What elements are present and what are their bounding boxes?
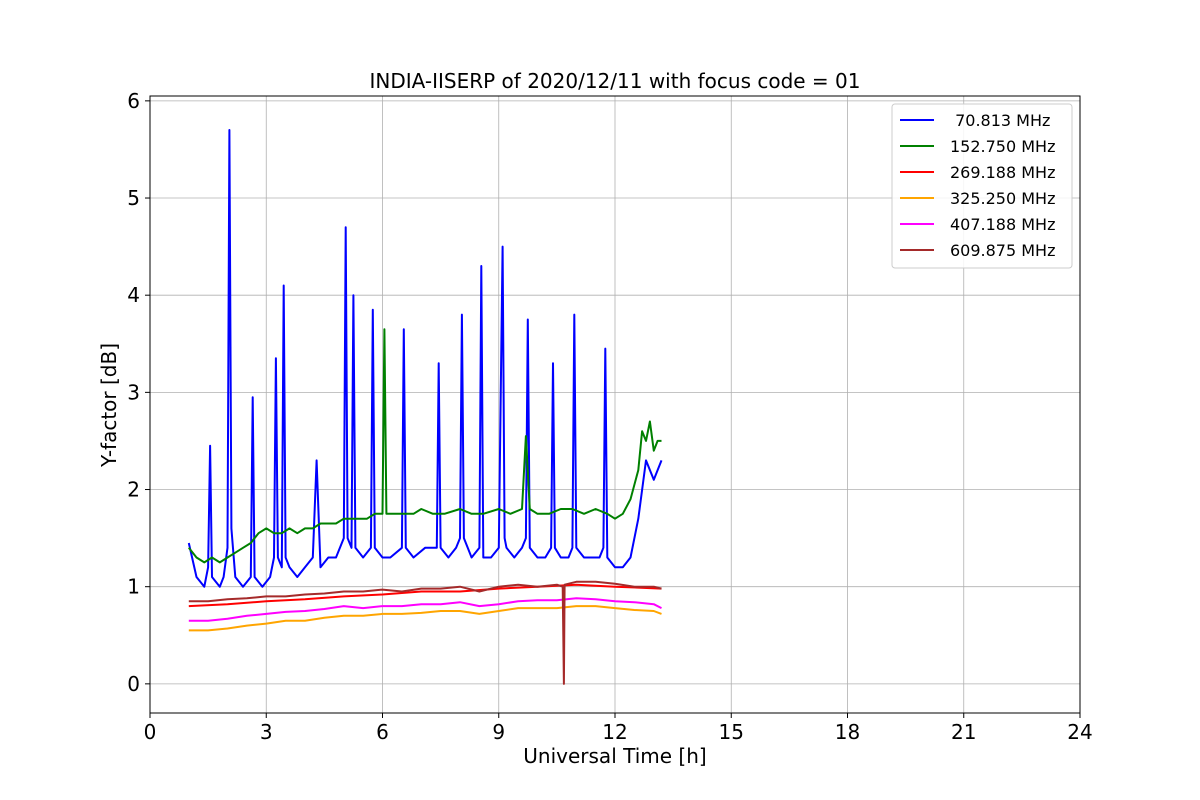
y-tick-label: 3 (127, 380, 140, 404)
legend-box (891, 103, 1073, 269)
x-tick-label: 0 (144, 720, 157, 744)
x-tick-label: 21 (951, 720, 976, 744)
series-line-152-750-mhz (188, 328, 662, 564)
x-tick-label: 12 (602, 720, 627, 744)
x-tick-label: 6 (376, 720, 389, 744)
y-tick-label: 6 (127, 89, 140, 113)
y-axis: 0 1 2 3 4 5 6 (127, 89, 150, 696)
y-tick-label: 2 (127, 478, 140, 502)
y-axis-title: Y-factor [dB] (97, 343, 121, 468)
x-tick-label: 3 (260, 720, 273, 744)
legend: 70.813 MHz 152.750 MHz 269.188 MHz 325.250 … (891, 103, 1073, 269)
series-line-269-188-mhz (188, 583, 662, 608)
legend-label: 609.875 MHz (950, 241, 1055, 260)
series-line-407-188-mhz (188, 597, 662, 622)
x-tick-label: 15 (719, 720, 744, 744)
series-line-70-813-mhz (187, 129, 663, 588)
series-line-609-875-mhz (188, 580, 662, 685)
legend-label: 152.750 MHz (950, 137, 1055, 156)
chart-title: INDIA-IISERP of 2020/12/11 with focus co… (370, 69, 861, 93)
legend-label: 70.813 MHz (950, 111, 1050, 130)
series-line-325-250-mhz (188, 605, 662, 632)
y-tick-label: 0 (127, 672, 140, 696)
legend-label: 325.250 MHz (950, 189, 1055, 208)
y-tick-label: 1 (127, 575, 140, 599)
legend-label: 269.188 MHz (950, 163, 1055, 182)
y-tick-label: 5 (127, 186, 140, 210)
x-tick-label: 18 (835, 720, 860, 744)
x-tick-label: 9 (492, 720, 505, 744)
legend-label: 407.188 MHz (950, 215, 1055, 234)
x-axis: 0 3 6 9 12 15 18 21 24 (144, 713, 1093, 744)
y-tick-label: 4 (127, 283, 140, 307)
x-tick-label: 24 (1067, 720, 1092, 744)
x-axis-title: Universal Time [h] (523, 744, 706, 768)
plot-area (187, 129, 663, 685)
